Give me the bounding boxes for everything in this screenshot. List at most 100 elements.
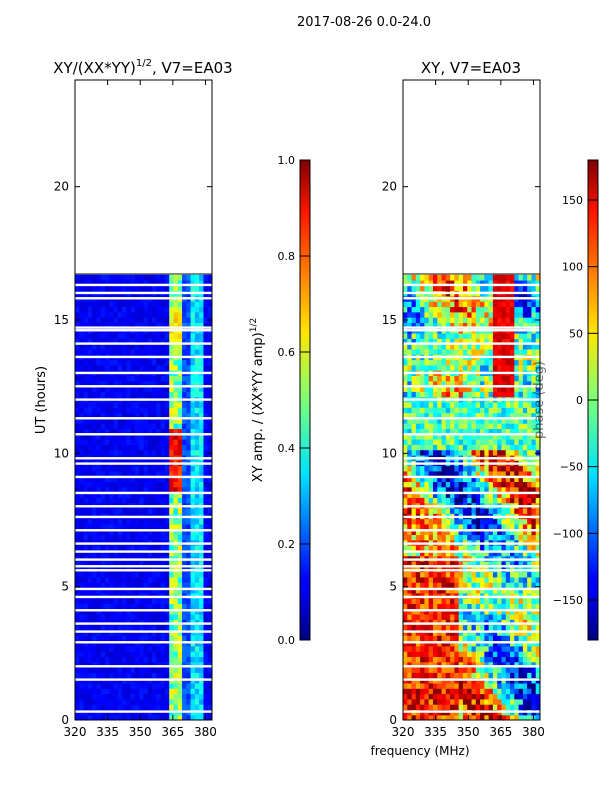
heatmap-cell — [407, 507, 413, 514]
heatmap-cell — [194, 523, 200, 530]
heatmap-cell — [445, 417, 451, 424]
heatmap-cell — [480, 592, 485, 599]
heatmap-cell — [441, 624, 447, 631]
heatmap-cell — [186, 693, 192, 700]
heatmap-cell — [173, 343, 179, 350]
heatmap-cell — [130, 704, 136, 710]
heatmap-cell — [190, 545, 196, 551]
heatmap-cell — [186, 598, 192, 604]
heatmap-cell — [492, 391, 498, 398]
heatmap-cell — [203, 651, 209, 657]
heatmap-cell — [492, 449, 498, 456]
heatmap-cell — [501, 613, 507, 620]
heatmap-cell — [152, 592, 157, 599]
heatmap-cell — [535, 666, 540, 673]
heatmap-cell — [497, 534, 503, 541]
heatmap-cell — [75, 359, 80, 366]
heatmap-cell — [510, 560, 515, 567]
heatmap-cell — [454, 587, 460, 594]
left-colorbar-label: XY amp. / (XX*YY amp)1/2 — [249, 318, 266, 482]
heatmap-cell — [411, 608, 417, 615]
heatmap-cell — [428, 571, 434, 578]
heatmap-cell — [467, 592, 473, 599]
heatmap-cell — [527, 412, 533, 419]
heatmap-cell — [514, 391, 520, 398]
heatmap-cell — [164, 497, 170, 504]
heatmap-cell — [117, 428, 123, 435]
heatmap-cell — [75, 386, 80, 392]
heatmap-cell — [87, 380, 93, 387]
heatmap-cell — [87, 598, 93, 604]
heatmap-cell — [92, 560, 98, 567]
heatmap-cell — [75, 645, 80, 652]
heatmap-cell — [203, 481, 209, 488]
heatmap-cell — [475, 666, 481, 673]
heatmap-cell — [415, 534, 421, 541]
heatmap-cell — [87, 439, 93, 445]
heatmap-cell — [190, 449, 196, 456]
heatmap-cell — [432, 507, 438, 514]
data-gap-stripe — [75, 678, 212, 681]
heatmap-cell — [514, 698, 520, 705]
heatmap-cell — [527, 666, 533, 673]
heatmap-cell — [403, 492, 408, 498]
heatmap-cell — [117, 518, 123, 525]
heatmap-cell — [190, 301, 196, 308]
data-gap-stripe — [75, 329, 212, 332]
heatmap-cell — [467, 417, 473, 424]
heatmap-cell — [415, 497, 421, 504]
heatmap-cell — [177, 492, 183, 498]
heatmap-cell — [437, 645, 443, 652]
heatmap-cell — [104, 306, 110, 313]
heatmap-cell — [437, 656, 443, 663]
heatmap-cell — [432, 412, 438, 419]
heatmap-cell — [152, 407, 157, 414]
heatmap-cell — [182, 688, 187, 695]
heatmap-cell — [75, 417, 80, 424]
heatmap-cell — [92, 439, 98, 445]
heatmap-cell — [160, 550, 166, 557]
heatmap-cell — [441, 391, 447, 398]
colorbar-tick-label: 0.8 — [278, 250, 296, 263]
left-colorbar-label-exponent: 1/2 — [249, 318, 259, 332]
heatmap-cell — [403, 624, 408, 631]
heatmap-cell — [160, 486, 166, 493]
heatmap-cell — [109, 518, 115, 525]
heatmap-cell — [458, 433, 464, 440]
heatmap-cell — [480, 576, 485, 583]
heatmap-cell — [87, 391, 93, 398]
heatmap-cell — [518, 587, 524, 594]
heatmap-cell — [113, 518, 119, 525]
heatmap-cell — [134, 682, 140, 689]
heatmap-cell — [497, 704, 503, 710]
heatmap-cell — [190, 470, 196, 477]
heatmap-cell — [104, 407, 110, 414]
heatmap-cell — [510, 619, 515, 626]
heatmap-cell — [480, 465, 485, 472]
heatmap-cell — [510, 629, 515, 636]
heatmap-cell — [441, 571, 447, 578]
heatmap-cell — [79, 481, 85, 488]
heatmap-cell — [475, 439, 481, 445]
heatmap-cell — [403, 682, 408, 689]
heatmap-cell — [134, 348, 140, 355]
heatmap-cell — [164, 444, 170, 451]
heatmap-cell — [126, 407, 132, 414]
heatmap-cell — [169, 603, 175, 610]
heatmap-cell — [87, 661, 93, 668]
heatmap-cell — [432, 380, 438, 387]
heatmap-cell — [505, 364, 511, 371]
heatmap-cell — [501, 423, 507, 430]
heatmap-cell — [471, 698, 477, 705]
heatmap-cell — [194, 619, 200, 626]
heatmap-cell — [169, 661, 175, 668]
heatmap-cell — [87, 672, 93, 679]
heatmap-cell — [194, 672, 200, 679]
heatmap-cell — [126, 380, 132, 387]
heatmap-cell — [450, 603, 455, 610]
heatmap-cell — [501, 666, 507, 673]
heatmap-cell — [117, 645, 123, 652]
heatmap-cell — [199, 571, 205, 578]
heatmap-cell — [475, 492, 481, 498]
heatmap-cell — [130, 529, 136, 536]
